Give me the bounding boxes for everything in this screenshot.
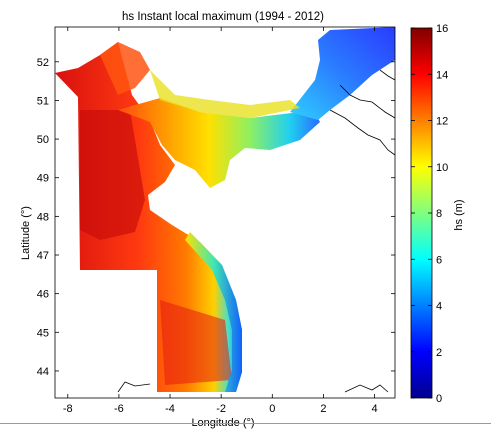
colorbar-tick-label: 8 — [436, 208, 442, 220]
y-tick-label: 48 — [37, 211, 49, 223]
x-tick-label: 2 — [320, 403, 326, 415]
colorbar-tick-label: 14 — [436, 69, 448, 81]
colorbar-tick-label: 6 — [436, 254, 442, 266]
x-tick-label: 4 — [371, 403, 377, 415]
field-uk-band — [150, 70, 300, 118]
y-tick-label: 52 — [37, 57, 49, 69]
field-northsea — [290, 27, 395, 120]
x-tick-label: -2 — [216, 403, 226, 415]
x-tick-label: -6 — [114, 403, 124, 415]
chart-title: hs Instant local maximum (1994 - 2012) — [122, 11, 324, 23]
colorbar-tick-label: 12 — [436, 116, 448, 128]
field-south-core — [160, 300, 232, 385]
y-tick-label: 46 — [37, 289, 49, 301]
field-core — [80, 110, 145, 240]
field-coastband — [185, 232, 242, 392]
x-tick-label: -4 — [165, 403, 175, 415]
x-axis-ticks: -8 -6 -4 -2 0 2 4 — [63, 27, 378, 415]
y-tick-label: 44 — [37, 366, 49, 378]
coastlines — [117, 69, 395, 393]
y-tick-label: 50 — [37, 134, 49, 146]
y-tick-label: 51 — [37, 95, 49, 107]
colorbar-ticks: 0 2 4 6 8 10 12 14 16 — [411, 23, 448, 405]
bottom-rule — [0, 423, 491, 424]
x-tick-label: 0 — [269, 403, 275, 415]
colorbar-tick-label: 10 — [436, 162, 448, 174]
colorbar-tick-label: 4 — [436, 301, 442, 313]
y-tick-label: 45 — [37, 327, 49, 339]
colorbar-label: hs (m) — [453, 199, 465, 230]
y-tick-label: 49 — [37, 173, 49, 185]
colorbar-tick-label: 16 — [436, 23, 448, 35]
y-tick-label: 47 — [37, 250, 49, 262]
axes-frame — [54, 26, 396, 399]
colorbar-tick-label: 2 — [436, 347, 442, 359]
field-channel — [118, 98, 320, 188]
wave-field — [55, 27, 395, 392]
field-celtic — [100, 42, 150, 95]
colorbar-tick-label: 0 — [436, 393, 442, 405]
y-axis-label: Latitude (°) — [20, 206, 32, 260]
x-tick-label: -8 — [63, 403, 73, 415]
y-axis-ticks: 44 45 46 47 48 49 50 51 52 — [37, 57, 395, 378]
